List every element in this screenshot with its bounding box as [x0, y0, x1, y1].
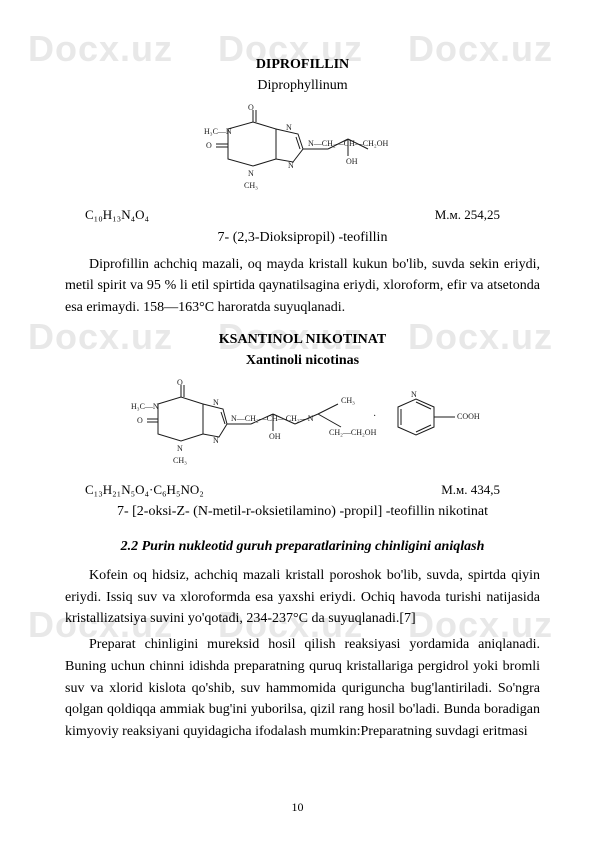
svg-text:H₃C—N: H₃C—N [131, 402, 159, 411]
diprofillin-molar-mass: М.м. 254,25 [435, 205, 500, 225]
svg-text:CH₃: CH₃ [244, 181, 258, 190]
svg-text:CH₃: CH₃ [173, 456, 187, 465]
svg-text:N: N [213, 398, 219, 407]
svg-text:O: O [177, 379, 183, 387]
svg-text:N: N [286, 123, 292, 132]
svg-text:H₃C—N: H₃C—N [204, 127, 232, 136]
diprofillin-latin: Diprophyllinum [65, 75, 540, 96]
ksantinol-title: KSANTINOL NIKOTINAT [65, 329, 540, 350]
svg-text:N—CH₂—CH—CH₂—N: N—CH₂—CH—CH₂—N [231, 414, 314, 423]
svg-text:O: O [248, 104, 254, 112]
ksantinol-molecular-formula: C₁₃H₂₁N₅O₄·C₆H₅NO₂ [85, 480, 204, 500]
svg-text:N—CH₂—CH—CH₂OH: N—CH₂—CH—CH₂OH [308, 139, 388, 148]
diprofillin-structure: O O H₃C—N N CH₃ N N N—CH₂—CH—CH₂OH OH [65, 104, 540, 201]
diprofillin-paragraph: Diprofillin achchiq mazali, oq mayda kri… [65, 254, 540, 319]
svg-text:OH: OH [346, 157, 358, 166]
diprofillin-caption: 7- (2,3-Dioksipropil) -teofillin [65, 227, 540, 248]
section-22-title: 2.2 Purin nukleotid guruh preparatlarini… [65, 536, 540, 557]
ksantinol-latin: Xantinoli nicotinas [65, 350, 540, 371]
ksantinol-molar-mass: М.м. 434,5 [441, 480, 500, 500]
diprofillin-molecular-formula: C₁₀H₁₃N₄O₄ [85, 205, 149, 225]
svg-text:N: N [288, 161, 294, 170]
svg-text:O: O [206, 141, 212, 150]
svg-text:OH: OH [269, 432, 281, 441]
page-content: DIPROFILLIN Diprophyllinum [65, 54, 540, 743]
svg-text:N: N [248, 169, 254, 178]
svg-text:CH₃: CH₃ [341, 396, 355, 405]
svg-text:·: · [373, 411, 376, 422]
svg-text:N: N [213, 436, 219, 445]
diprofillin-title: DIPROFILLIN [65, 54, 540, 75]
section22-para2: Preparat chinligini mureksid hosil qilis… [65, 634, 540, 742]
section22-para1: Kofein oq hidsiz, achchiq mazali kristal… [65, 565, 540, 630]
page-number: 10 [0, 798, 595, 816]
svg-text:N: N [177, 444, 183, 453]
svg-text:COOH: COOH [457, 412, 480, 421]
svg-text:O: O [137, 416, 143, 425]
svg-text:CH₂—CH₂OH: CH₂—CH₂OH [329, 428, 377, 437]
ksantinol-formula-row: C₁₃H₂₁N₅O₄·C₆H₅NO₂ М.м. 434,5 [85, 480, 500, 500]
svg-text:N: N [411, 390, 417, 399]
ksantinol-caption: 7- [2-oksi-Z- (N-metil-r-oksietilamino) … [65, 501, 540, 522]
diprofillin-formula-row: C₁₀H₁₃N₄O₄ М.м. 254,25 [85, 205, 500, 225]
ksantinol-structure: O O H₃C—N N CH₃ N N N—CH₂—CH—CH₂—N OH CH… [65, 379, 540, 476]
